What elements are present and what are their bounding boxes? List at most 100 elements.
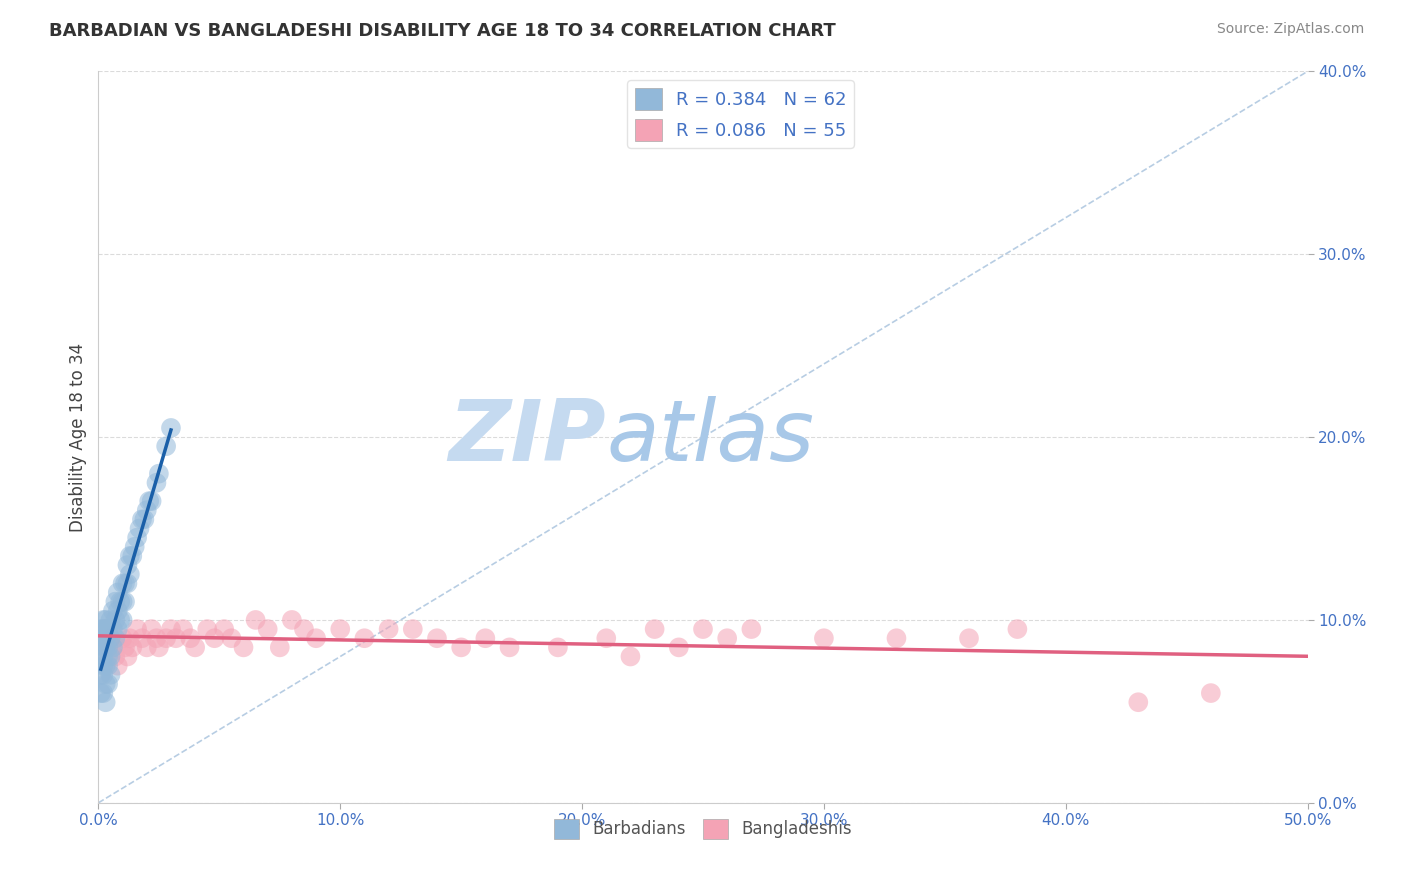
Point — [91, 658, 114, 673]
Point — [131, 512, 153, 526]
Point — [101, 622, 124, 636]
Point — [108, 594, 131, 608]
Point — [114, 640, 136, 655]
Point — [692, 622, 714, 636]
Point — [90, 686, 112, 700]
Point — [111, 576, 134, 591]
Point — [97, 658, 120, 673]
Point — [957, 632, 980, 646]
Point — [740, 622, 762, 636]
Point — [118, 567, 141, 582]
Point — [184, 640, 207, 655]
Point — [91, 649, 114, 664]
Point — [353, 632, 375, 646]
Point — [619, 649, 641, 664]
Point — [94, 658, 117, 673]
Point — [97, 677, 120, 691]
Point — [141, 494, 163, 508]
Point — [292, 622, 315, 636]
Point — [305, 632, 328, 646]
Point — [135, 640, 157, 655]
Point — [101, 640, 124, 655]
Point — [100, 667, 122, 681]
Point — [104, 613, 127, 627]
Point — [111, 632, 134, 646]
Text: atlas: atlas — [606, 395, 814, 479]
Point — [329, 622, 352, 636]
Point — [90, 649, 112, 664]
Point — [134, 512, 156, 526]
Point — [138, 494, 160, 508]
Point — [90, 632, 112, 646]
Point — [100, 632, 122, 646]
Point — [94, 632, 117, 646]
Point — [256, 622, 278, 636]
Point — [145, 632, 167, 646]
Point — [1199, 686, 1222, 700]
Text: Source: ZipAtlas.com: Source: ZipAtlas.com — [1216, 22, 1364, 37]
Point — [127, 531, 149, 545]
Point — [172, 622, 194, 636]
Point — [114, 594, 136, 608]
Point — [644, 622, 666, 636]
Point — [91, 686, 114, 700]
Point — [100, 613, 122, 627]
Y-axis label: Disability Age 18 to 34: Disability Age 18 to 34 — [69, 343, 87, 532]
Point — [121, 549, 143, 563]
Text: ZIP: ZIP — [449, 395, 606, 479]
Point — [269, 640, 291, 655]
Point — [145, 475, 167, 490]
Point — [94, 640, 117, 655]
Point — [716, 632, 738, 646]
Point — [100, 649, 122, 664]
Point — [1007, 622, 1029, 636]
Point — [107, 604, 129, 618]
Point — [111, 613, 134, 627]
Point — [221, 632, 243, 646]
Point — [107, 585, 129, 599]
Point — [117, 649, 139, 664]
Point — [160, 622, 183, 636]
Point — [107, 658, 129, 673]
Point — [118, 632, 141, 646]
Point — [377, 622, 399, 636]
Point — [94, 695, 117, 709]
Point — [131, 632, 153, 646]
Point — [97, 649, 120, 664]
Point — [179, 632, 201, 646]
Point — [104, 632, 127, 646]
Point — [195, 622, 218, 636]
Point — [90, 622, 112, 636]
Point — [114, 576, 136, 591]
Point — [91, 640, 114, 655]
Point — [91, 622, 114, 636]
Legend: Barbadians, Bangladeshis: Barbadians, Bangladeshis — [547, 812, 859, 846]
Point — [97, 640, 120, 655]
Point — [155, 632, 177, 646]
Point — [100, 632, 122, 646]
Point — [595, 632, 617, 646]
Point — [155, 439, 177, 453]
Point — [91, 667, 114, 681]
Point — [97, 622, 120, 636]
Point — [127, 622, 149, 636]
Point — [94, 622, 117, 636]
Point — [402, 622, 425, 636]
Point — [128, 521, 150, 535]
Point — [148, 467, 170, 481]
Point — [107, 622, 129, 636]
Point — [91, 613, 114, 627]
Point — [108, 613, 131, 627]
Point — [232, 640, 254, 655]
Point — [104, 649, 127, 664]
Point — [111, 594, 134, 608]
Point — [204, 632, 226, 646]
Point — [124, 540, 146, 554]
Point — [281, 613, 304, 627]
Point — [101, 604, 124, 618]
Point — [104, 594, 127, 608]
Point — [165, 632, 187, 646]
Point — [212, 622, 235, 636]
Point — [141, 622, 163, 636]
Point — [94, 613, 117, 627]
